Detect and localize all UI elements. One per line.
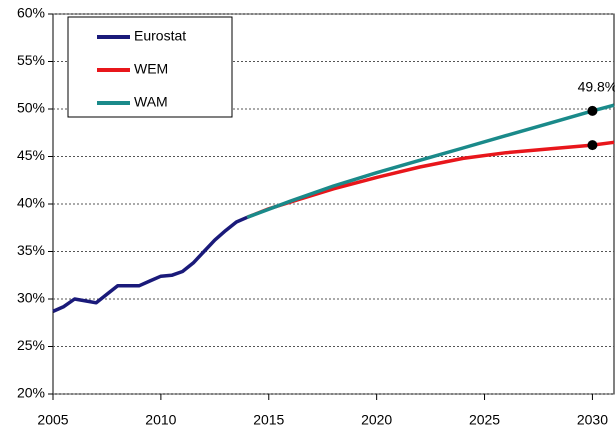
y-tick-label: 45% — [17, 147, 45, 163]
legend-label: WEM — [134, 61, 168, 77]
y-tick-label: 55% — [17, 52, 45, 68]
y-tick-label: 20% — [17, 385, 45, 401]
x-tick-label: 2025 — [469, 412, 500, 428]
y-tick-label: 50% — [17, 100, 45, 116]
y-tick-label: 60% — [17, 5, 45, 21]
point-marker — [587, 105, 598, 116]
series-line — [52, 215, 248, 313]
series-line — [246, 103, 615, 219]
y-tick-label: 25% — [17, 337, 45, 353]
legend-box — [67, 16, 233, 118]
x-tick-label: 2030 — [577, 412, 608, 428]
y-tick-label: 40% — [17, 195, 45, 211]
x-tick-label: 2015 — [253, 412, 284, 428]
y-tick-label: 30% — [17, 290, 45, 306]
legend-label: WAM — [134, 94, 168, 110]
x-tick-label: 2005 — [37, 412, 68, 428]
y-tick-label: 35% — [17, 242, 45, 258]
x-tick-label: 2010 — [145, 412, 176, 428]
x-tick-label: 2020 — [361, 412, 392, 428]
point-marker — [587, 140, 598, 151]
legend-label: Eurostat — [134, 28, 186, 44]
data-label: 49.8% — [578, 79, 615, 95]
